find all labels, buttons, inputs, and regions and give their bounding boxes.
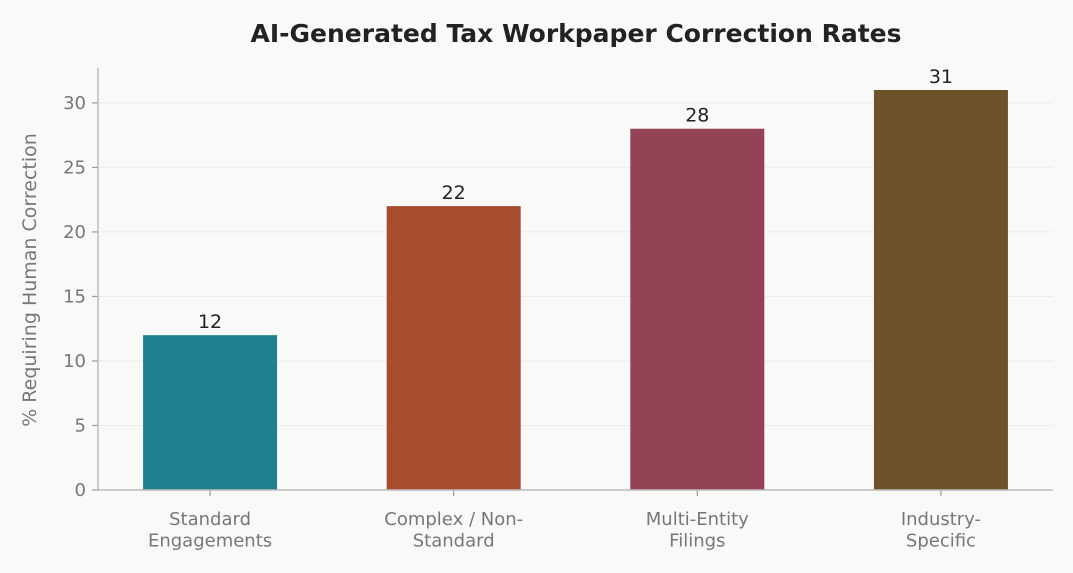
value-label: 31 [929,66,953,88]
value-label: 12 [198,311,222,333]
x-tick-label: Standard Engagements [148,509,272,552]
y-tick-label: 30 [63,93,86,114]
value-label: 22 [442,182,466,204]
x-tick-label: Complex / Non-Standard [384,509,523,552]
y-tick-label: 10 [63,351,86,372]
value-label: 28 [685,105,709,127]
y-tick-label: 25 [63,157,86,178]
bar [630,128,765,491]
y-axis-label: % Requiring Human Correction [19,133,41,427]
y-tick-label: 0 [75,480,86,501]
bar [386,206,521,490]
bar [143,335,278,490]
chart-title: AI-Generated Tax Workpaper Correction Ra… [250,19,901,48]
y-tick-label: 20 [63,222,86,243]
y-tick-label: 15 [63,286,86,307]
x-tick-label: Multi-Entity Filings [646,509,749,552]
x-tick-label: Industry-Specific [901,509,981,552]
y-tick-label: 5 [75,415,86,436]
bar [873,90,1008,490]
